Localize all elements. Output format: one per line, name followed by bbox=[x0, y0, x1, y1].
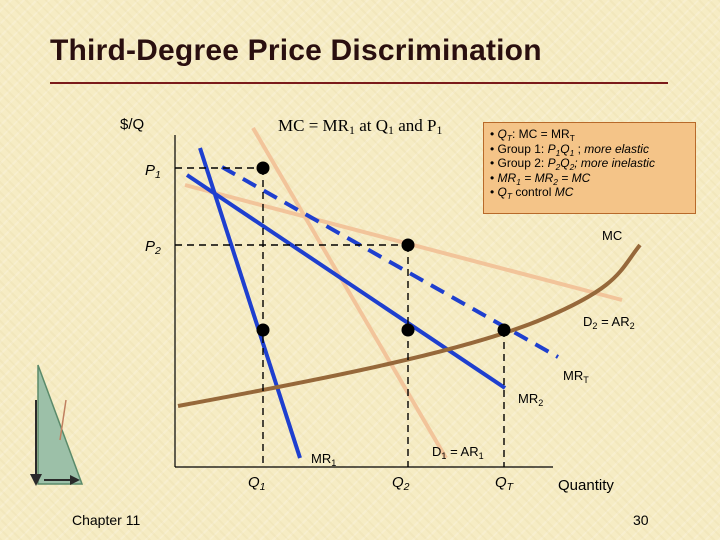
chapter-label: Chapter 11 bbox=[72, 512, 141, 528]
slide-title: Third-Degree Price Discrimination bbox=[50, 34, 542, 67]
demand-curve-1 bbox=[251, 126, 448, 460]
point-mr1-mc bbox=[256, 323, 270, 337]
mc-mr1-annotation: MC = MR1 at Q1 and P1 bbox=[278, 116, 443, 137]
mc-label: MC bbox=[602, 228, 623, 243]
x-tick-q2: Q2 bbox=[392, 474, 410, 493]
point-mr2-mc bbox=[401, 323, 415, 337]
page-number: 30 bbox=[633, 512, 649, 528]
mr1-label: MR1 bbox=[311, 451, 337, 468]
mrt-label: MRT bbox=[563, 368, 589, 385]
x-axis-label: Quantity bbox=[558, 477, 614, 494]
title-underline bbox=[50, 82, 668, 84]
summary-line: • Group 1: P1Q1 ; more elastic bbox=[490, 141, 649, 158]
d1-label: D1 = AR1 bbox=[432, 444, 484, 461]
summary-line: • QT control MC bbox=[490, 185, 574, 202]
summary-line: • Group 2: P2Q2; more inelastic bbox=[490, 156, 655, 173]
d2-label: D2 = AR2 bbox=[583, 314, 635, 331]
y-tick-p2: P2 bbox=[145, 238, 161, 257]
x-tick-q1: Q1 bbox=[248, 474, 266, 493]
slide-ornament bbox=[30, 364, 84, 486]
mr2-curve bbox=[185, 173, 507, 390]
y-axis-label: $/Q bbox=[120, 116, 145, 133]
mr1-curve bbox=[198, 147, 302, 459]
summary-line: • MR1 = MR2 = MC bbox=[490, 170, 591, 187]
mr2-label: MR2 bbox=[518, 391, 544, 408]
point-p1-q1 bbox=[256, 161, 270, 175]
point-p2-q2 bbox=[401, 238, 415, 252]
y-tick-p1: P1 bbox=[145, 162, 161, 181]
summary-box: • QT: MC = MRT • Group 1: P1Q1 ; more el… bbox=[483, 122, 696, 214]
summary-line: • QT: MC = MRT bbox=[490, 127, 575, 143]
point-mrt-mc bbox=[497, 323, 511, 337]
x-tick-qt: QT bbox=[495, 474, 514, 493]
